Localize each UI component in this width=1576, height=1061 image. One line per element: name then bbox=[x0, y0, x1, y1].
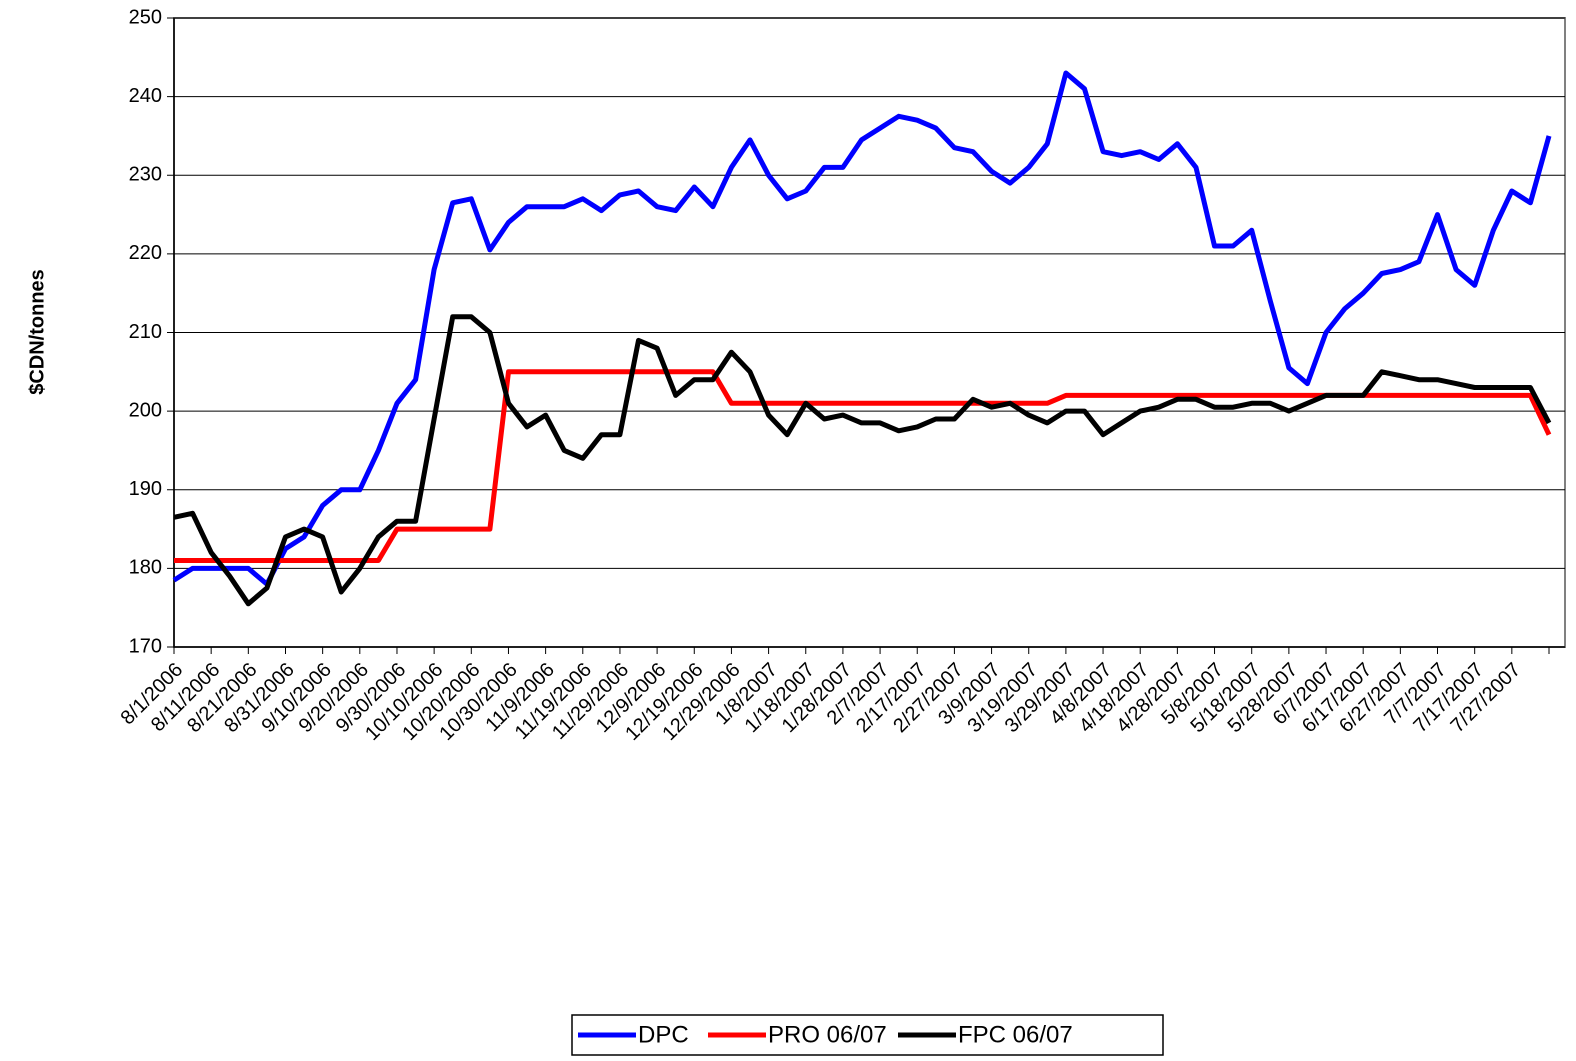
y-tick-label: 210 bbox=[129, 321, 162, 343]
y-tick-label: 220 bbox=[129, 242, 162, 264]
y-tick-label: 170 bbox=[129, 635, 162, 657]
y-tick-label: 230 bbox=[129, 164, 162, 186]
y-tick-label: 250 bbox=[129, 6, 162, 28]
y-tick-label: 200 bbox=[129, 399, 162, 421]
legend-label: DPC bbox=[638, 1021, 689, 1048]
legend-label: PRO 06/07 bbox=[768, 1021, 887, 1048]
legend-box bbox=[571, 1014, 1164, 1056]
legend-label: FPC 06/07 bbox=[958, 1021, 1073, 1048]
series-line bbox=[172, 70, 1552, 587]
y-axis-label: $CDN/tonnes bbox=[26, 269, 48, 395]
y-tick-label: 180 bbox=[129, 557, 162, 579]
y-tick-label: 190 bbox=[129, 478, 162, 500]
series-line bbox=[173, 314, 1552, 607]
y-tick-label: 240 bbox=[129, 85, 162, 107]
